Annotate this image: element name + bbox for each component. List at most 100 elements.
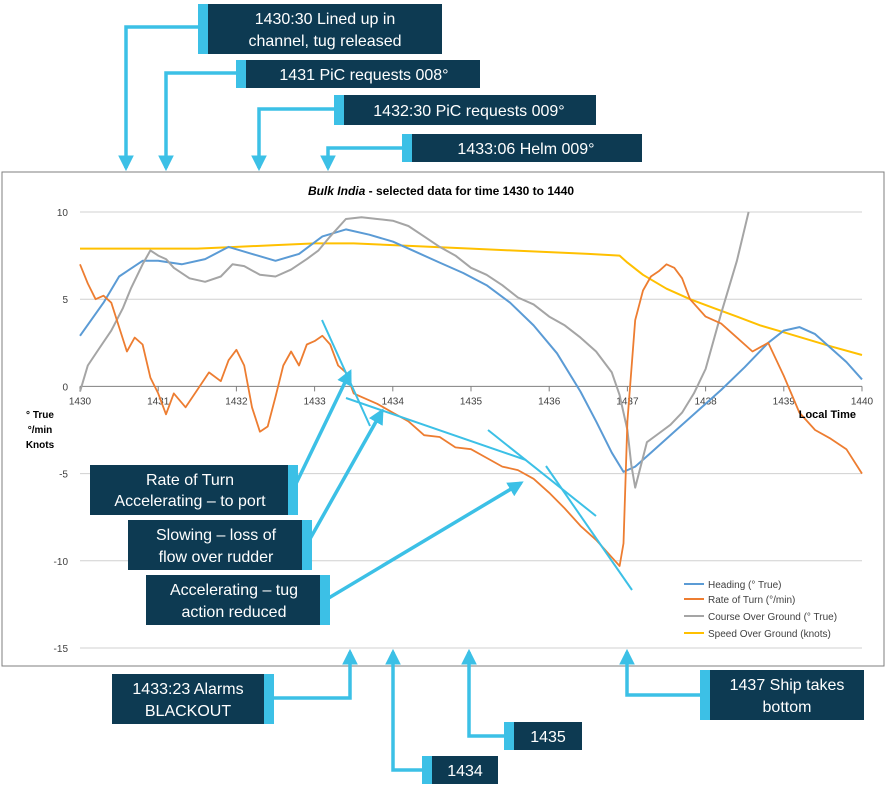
callout-box [504,722,582,750]
x-tick-label: 1432 [225,396,248,407]
arrow-top-4 [320,146,402,172]
x-tick-label: 1438 [694,396,717,407]
callout-text-line-2: bottom [763,699,812,716]
callout-rot-accelerating: Rate of Turn Accelerating – to port [90,465,298,515]
y-axis-label-line-1: ° True [26,410,54,421]
x-axis-label: Local Time [799,409,856,421]
y-axis-label-line-2: °/min [28,425,53,436]
callout-text-line-2: flow over rudder [159,549,274,566]
arrows [118,25,700,772]
callout-text-line-1: 1435 [530,729,566,746]
callout-text-line-1: Rate of Turn [146,472,234,489]
x-tick-label: 1434 [382,396,405,407]
callout-pic-008: 1431 PiC requests 008° [236,60,480,88]
chart-title: Bulk India - selected data for time 1430… [308,184,574,198]
callout-accent [264,674,274,724]
callout-box [236,60,480,88]
callout-1435: 1435 [504,722,582,750]
callout-text-line-1: 1431 PiC requests 008° [279,67,448,84]
callout-text-line-1: Slowing – loss of [156,527,277,544]
legend-label-heading: Heading (° True) [708,580,781,591]
legend: Heading (° True) Rate of Turn (°/min) Co… [684,580,837,640]
series-lines [79,211,863,567]
arrow-bot-3 [461,648,504,738]
callout-box [128,520,312,570]
callout-accent [700,670,710,720]
y-tick-label: 10 [57,208,69,219]
arrow-mid-2 [304,408,384,547]
arrow-bot-4 [619,648,700,697]
callout-accent [422,756,432,784]
callout-accent [334,95,344,125]
callout-accent [302,520,312,570]
callout-box [90,465,298,515]
callout-text-line-1: 1437 Ship takes [730,677,845,694]
y-tick-label: -10 [54,557,69,568]
legend-label-sog: Speed Over Ground (knots) [708,629,831,640]
callout-text-line-1: 1430:30 Lined up in [255,11,396,28]
y-tick-label: -5 [59,470,68,481]
callout-text-line-2: Accelerating – to port [114,493,266,510]
x-tick-label: 1433 [303,396,326,407]
arrow-top-1 [118,25,198,172]
x-tick-label: 1437 [616,396,639,407]
callout-accent [236,60,246,88]
callout-text-line-2: channel, tug released [249,33,402,50]
y-tick-label: -15 [54,644,69,655]
callout-box [146,575,330,625]
callout-accent [402,134,412,162]
callout-box [334,95,596,125]
series-heading [79,228,863,473]
x-tick-label: 1436 [538,396,561,407]
y-tick-label: 0 [62,382,68,393]
x-tick-label: 1440 [851,396,874,407]
callout-pic-009: 1432:30 PiC requests 009° [334,95,596,125]
tangent-line-4 [545,465,633,591]
callout-slowing: Slowing – loss of flow over rudder [128,520,312,570]
callout-text-line-2: action reduced [182,604,287,621]
callout-text-line-1: 1432:30 PiC requests 009° [373,103,564,120]
series-course-over-ground [79,211,750,489]
callout-box [112,674,274,724]
arrow-top-2 [158,71,236,172]
arrow-mid-1 [290,369,352,493]
x-tick-label: 1430 [69,396,92,407]
legend-label-cog: Course Over Ground (° True) [708,612,837,623]
x-tick-labels: 1430 1431 1432 1433 1434 1435 1436 1437 1438 1439… [69,396,874,407]
chart-title-suffix: - selected data for time 1430 to 1440 [365,184,574,198]
series-rate-of-turn [79,263,863,567]
callout-text-line-2: BLACKOUT [145,703,231,720]
x-tick-label: 1431 [147,396,170,407]
callout-text-line-1: 1433:23 Alarms [132,681,243,698]
callout-accent [288,465,298,515]
y-tick-labels: 10 5 0 -5 -10 -15 [54,208,69,655]
callout-accelerating-tug: Accelerating – tug action reduced [146,575,330,625]
callout-accent [320,575,330,625]
y-tick-label: 5 [62,295,68,306]
arrow-top-3 [251,107,334,172]
x-tick-label: 1435 [460,396,483,407]
callout-box [198,4,442,54]
arrow-mid-3 [321,481,524,604]
callout-box [422,756,498,784]
callout-accent [504,722,514,750]
callout-helm-009: 1433:06 Helm 009° [402,134,642,162]
callout-box [700,670,864,720]
x-tick-label: 1439 [773,396,796,407]
arrow-bot-2 [385,648,422,772]
y-axis-label-line-3: Knots [26,440,55,451]
legend-label-rate-of-turn: Rate of Turn (°/min) [708,595,795,606]
callout-accent [198,4,208,54]
callout-1434: 1434 [422,756,498,784]
callout-ship-bottom: 1437 Ship takes bottom [700,670,864,720]
callout-text-line-1: 1434 [447,763,483,780]
callout-box [402,134,642,162]
chart-title-prefix: Bulk India [308,184,366,198]
callout-lined-up: 1430:30 Lined up in channel, tug release… [198,4,442,54]
chart-frame [1,171,885,667]
tangent-line-3 [487,429,597,517]
series-speed-over-ground [80,242,863,356]
arrow-bot-1 [264,648,358,700]
callout-text-line-1: Accelerating – tug [170,582,298,599]
